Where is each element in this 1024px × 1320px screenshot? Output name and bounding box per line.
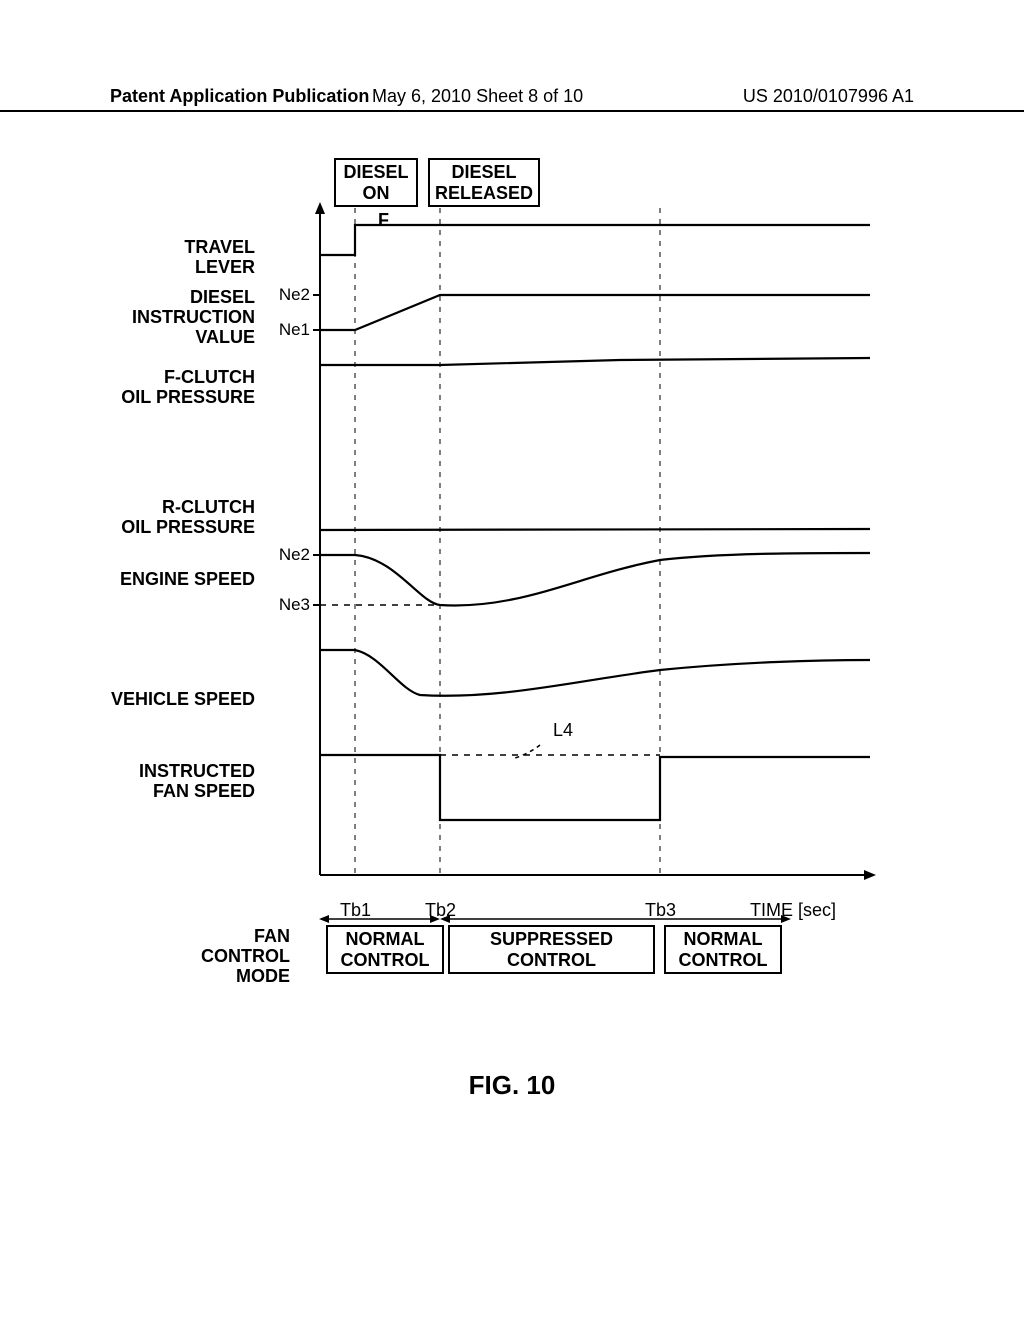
xtick-tb3: Tb3: [645, 900, 676, 921]
ytick-label: Ne1: [260, 320, 310, 340]
channel-label: F-CLUTCHOIL PRESSURE: [55, 368, 255, 408]
channel-label: TRAVELLEVER: [55, 238, 255, 278]
channel-label: R-CLUTCHOIL PRESSURE: [55, 498, 255, 538]
xtick-tb2: Tb2: [425, 900, 456, 921]
time-axis-label: TIME [sec]: [750, 900, 836, 921]
ytick-label: Ne3: [260, 595, 310, 615]
channel-label: DIESELINSTRUCTIONVALUE: [55, 288, 255, 347]
header-left: Patent Application Publication: [110, 86, 369, 107]
header-right: US 2010/0107996 A1: [743, 86, 914, 107]
page-header: Patent Application Publication May 6, 20…: [0, 86, 1024, 112]
l4-marker: L4: [553, 720, 573, 741]
fan-control-mode-box: NORMALCONTROL: [664, 925, 782, 974]
fan-control-mode-label: FANCONTROLMODE: [110, 927, 290, 986]
channel-label: ENGINE SPEED: [55, 570, 255, 590]
fan-control-mode-box: SUPPRESSEDCONTROL: [448, 925, 655, 974]
xtick-tb1: Tb1: [340, 900, 371, 921]
ytick-label: Ne2: [260, 545, 310, 565]
fan-control-mode-box: NORMALCONTROL: [326, 925, 444, 974]
channel-label: INSTRUCTEDFAN SPEED: [55, 762, 255, 802]
header-mid: May 6, 2010 Sheet 8 of 10: [372, 86, 583, 107]
channel-label: VEHICLE SPEED: [55, 690, 255, 710]
figure-caption: FIG. 10: [0, 1070, 1024, 1101]
ytick-label: Ne2: [260, 285, 310, 305]
